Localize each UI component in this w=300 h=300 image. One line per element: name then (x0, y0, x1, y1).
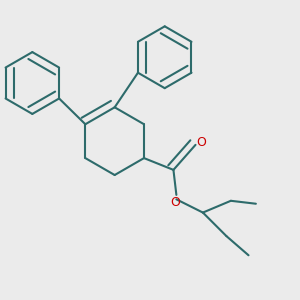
Text: O: O (196, 136, 206, 149)
Text: O: O (170, 196, 180, 209)
